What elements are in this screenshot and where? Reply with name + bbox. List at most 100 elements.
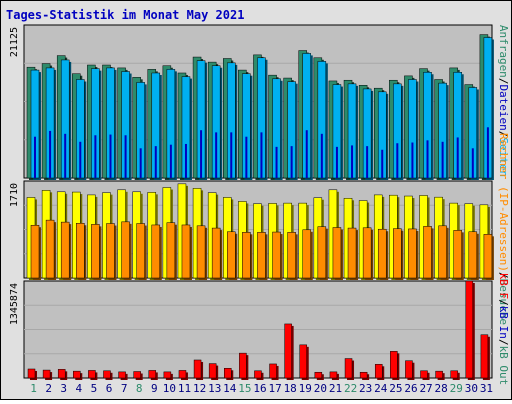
legend-bottom: kB F/kB In/kB Out — [497, 273, 510, 386]
bar-kb-f — [269, 363, 277, 379]
bar-kb-f — [314, 371, 323, 379]
x-tick-label: 25 — [389, 382, 402, 395]
bar-rechner — [242, 232, 251, 279]
legend-top-part: Dateien — [497, 84, 510, 130]
bar-kb-f — [374, 364, 383, 379]
bar-kb-f — [359, 371, 368, 379]
bar-seiten — [320, 133, 323, 178]
x-tick-label: 27 — [419, 382, 432, 395]
bar-rechner — [181, 224, 191, 279]
legend-bottom-part: / — [497, 299, 510, 306]
x-tick-label: 9 — [151, 382, 158, 395]
bar-seiten — [456, 137, 459, 178]
x-tick-label: 21 — [329, 382, 342, 395]
x-tick-label: 19 — [299, 382, 312, 395]
bar-rechner — [453, 230, 462, 279]
x-tick-label: 28 — [435, 382, 448, 395]
bar-seiten — [49, 130, 52, 178]
bar-rechner — [287, 232, 296, 279]
bar-rechner — [91, 224, 100, 279]
bar-rechner — [227, 231, 236, 279]
bar-seiten — [396, 143, 399, 178]
bar-kb-f — [299, 344, 307, 379]
x-tick-label: 16 — [253, 382, 266, 395]
x-tick-label: 20 — [314, 382, 327, 395]
bar-seiten — [260, 132, 263, 178]
bar-seiten — [366, 146, 369, 178]
bar-kb-f — [193, 359, 202, 379]
bar-kb-f — [118, 371, 126, 379]
x-tick-label: 26 — [404, 382, 417, 395]
bar-rechner — [347, 227, 357, 279]
bar-rechner — [76, 223, 85, 279]
x-tick-label: 31 — [480, 382, 493, 395]
bar-kb-f — [224, 368, 232, 379]
legend-bottom-part: kB F — [497, 273, 510, 300]
legend-top-part: Anfragen — [497, 25, 510, 78]
bar-seiten — [275, 146, 278, 178]
bar-kb-f — [73, 370, 81, 379]
x-tick-label: 2 — [45, 382, 52, 395]
bar-kb-f — [148, 370, 157, 379]
bar-kb-f — [88, 370, 96, 379]
x-tick-label: 14 — [223, 382, 237, 395]
bar-kb-f — [465, 280, 474, 379]
bar-seiten — [79, 141, 82, 178]
bar-kb-f — [254, 370, 262, 379]
x-tick-label: 18 — [284, 382, 297, 395]
x-tick-label: 30 — [465, 382, 478, 395]
legend-top-part: / — [497, 131, 510, 138]
bar-seiten — [34, 136, 36, 178]
bar-seiten — [215, 132, 218, 178]
bar-seiten — [441, 141, 444, 178]
y-max-label-1: 1710 — [9, 183, 20, 207]
legend-bottom-part: / — [497, 339, 510, 346]
legend-top: Anfragen/Dateien/Seiten — [497, 25, 510, 177]
bar-seiten — [290, 146, 293, 178]
bar-seiten — [154, 146, 157, 178]
y-max-label-0: 21125 — [9, 27, 20, 57]
bar-rechner — [332, 227, 342, 279]
x-tick-label: 8 — [136, 382, 143, 395]
x-tick-label: 3 — [60, 382, 67, 395]
bar-rechner — [438, 225, 447, 279]
bar-seiten — [351, 145, 354, 178]
x-tick-label: 15 — [238, 382, 251, 395]
bar-rechner — [166, 222, 176, 279]
bar-rechner — [483, 234, 493, 279]
legend-middle-part: / — [497, 272, 510, 279]
bar-seiten — [64, 133, 67, 178]
bar-rechner — [121, 221, 130, 279]
bar-seiten — [426, 140, 429, 178]
bar-seiten — [335, 146, 338, 178]
legend-top-part: Seiten — [497, 137, 510, 177]
bar-kb-f — [480, 334, 489, 379]
bar-seiten — [230, 132, 233, 178]
bar-seiten — [411, 142, 414, 178]
bar-rechner — [377, 228, 387, 279]
bar-kb-f — [390, 351, 398, 379]
x-tick-label: 11 — [178, 382, 191, 395]
bar-rechner — [302, 229, 311, 279]
x-tick-label: 10 — [163, 382, 176, 395]
bar-kb-f — [57, 369, 66, 379]
bar-rechner — [211, 227, 221, 279]
bar-kb-f — [103, 370, 111, 379]
bar-seiten — [124, 135, 127, 178]
legend-middle-part: Besuche — [497, 279, 510, 325]
legend-middle-part: Rechner (IP-Adressen) — [497, 133, 510, 272]
bar-kb-f — [208, 363, 217, 379]
x-tick-label: 7 — [121, 382, 128, 395]
bar-seiten — [486, 127, 489, 178]
bar-seiten — [471, 148, 474, 178]
bar-kb-f — [27, 368, 36, 379]
chart-title: Tages-Statistik im Monat May 2021 — [6, 8, 245, 22]
bar-rechner — [196, 225, 206, 279]
legend-bottom-part: kB Out — [497, 346, 510, 386]
x-tick-label: 6 — [106, 382, 113, 395]
bar-kb-f — [435, 370, 443, 379]
bar-kb-f — [405, 360, 413, 379]
x-tick-label: 12 — [193, 382, 206, 395]
